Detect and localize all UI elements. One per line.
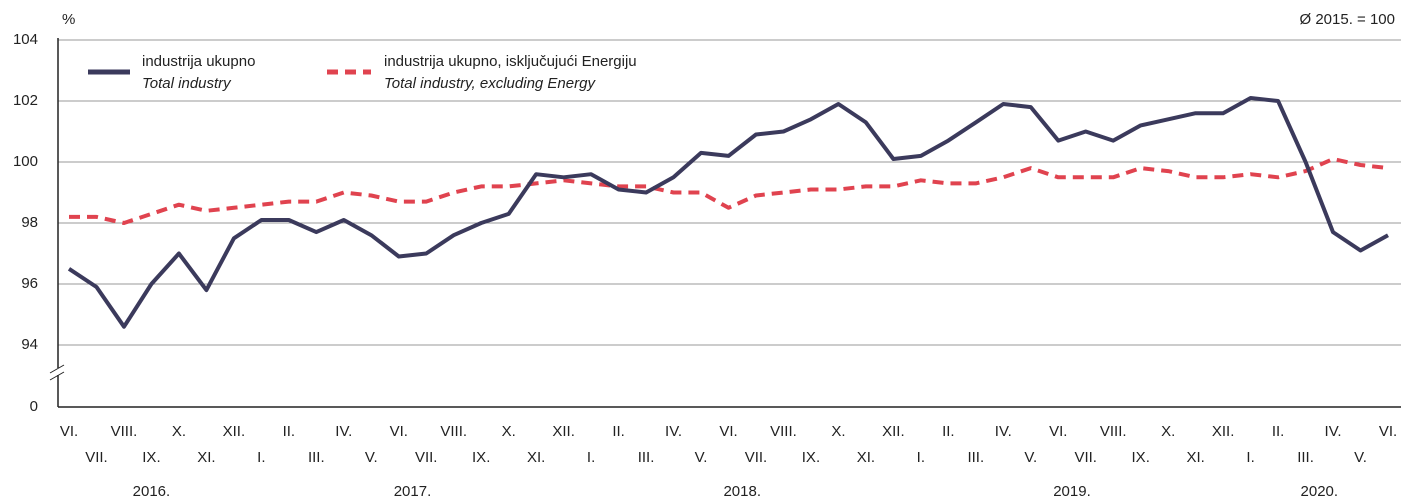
x-tick-label: II.: [942, 423, 955, 440]
x-tick-label: I.: [257, 449, 265, 466]
x-tick-label: IX.: [472, 449, 490, 466]
x-tick-label: X.: [502, 423, 516, 440]
legend: industrija ukupno Total industry industr…: [88, 53, 637, 92]
x-tick-label: II.: [612, 423, 625, 440]
x-tick-label: VII.: [415, 449, 438, 466]
x-tick-label: III.: [308, 449, 325, 466]
plot: 0949698100102104VI.VII.VIII.IX.X.XI.XII.…: [13, 31, 1401, 499]
x-tick-label: VI.: [390, 423, 408, 440]
series-line: [69, 157, 1389, 225]
x-tick-label: V.: [1354, 449, 1367, 466]
x-tick-label: VIII.: [770, 423, 797, 440]
x-tick-label: XI.: [197, 449, 215, 466]
y-unit: %: [62, 11, 75, 28]
legend-label-en: Total industry: [142, 75, 232, 92]
series-line: [67, 96, 1389, 329]
axis-break: [49, 371, 65, 381]
x-tick-label: X.: [172, 423, 186, 440]
x-tick-label: V.: [365, 449, 378, 466]
axis-break-gap: [50, 368, 66, 375]
legend-label-en: Total industry, excluding Energy: [384, 75, 596, 92]
y-tick-label: 102: [13, 92, 38, 109]
year-label: 2018.: [723, 483, 761, 499]
x-tick-label: IX.: [1132, 449, 1150, 466]
x-tick-label: VIII.: [111, 423, 138, 440]
x-tick-label: IV.: [665, 423, 682, 440]
x-tick-label: IV.: [995, 423, 1012, 440]
x-tick-label: VI.: [1379, 423, 1397, 440]
x-tick-label: VI.: [1049, 423, 1067, 440]
year-label: 2017.: [394, 483, 432, 499]
x-tick-label: III.: [967, 449, 984, 466]
x-tick-label: X.: [1161, 423, 1175, 440]
x-tick-label: VII.: [745, 449, 768, 466]
base-note: Ø 2015. = 100: [1300, 11, 1396, 28]
x-tick-label: XI.: [527, 449, 545, 466]
x-tick-label: IX.: [802, 449, 820, 466]
axis-break: [49, 364, 65, 374]
x-tick-label: II.: [1272, 423, 1285, 440]
x-tick-label: XII.: [223, 423, 246, 440]
y-tick-label: 0: [30, 398, 38, 415]
x-tick-label: VIII.: [440, 423, 467, 440]
x-tick-label: VII.: [85, 449, 108, 466]
x-tick-label: X.: [831, 423, 845, 440]
x-tick-label: VIII.: [1100, 423, 1127, 440]
x-tick-label: V.: [1024, 449, 1037, 466]
x-tick-label: I.: [1246, 449, 1254, 466]
year-label: 2016.: [133, 483, 171, 499]
legend-label: industrija ukupno, isključujući Energiju: [384, 53, 637, 70]
y-tick-label: 94: [21, 336, 38, 353]
x-tick-label: I.: [917, 449, 925, 466]
x-tick-label: I.: [587, 449, 595, 466]
y-tick-label: 98: [21, 214, 38, 231]
x-tick-label: IX.: [142, 449, 160, 466]
x-tick-label: IV.: [335, 423, 352, 440]
x-tick-label: II.: [283, 423, 296, 440]
x-tick-label: VI.: [719, 423, 737, 440]
legend-label: industrija ukupno: [142, 53, 255, 70]
y-tick-label: 96: [21, 275, 38, 292]
x-tick-label: IV.: [1325, 423, 1342, 440]
x-tick-label: XII.: [882, 423, 905, 440]
x-tick-label: III.: [638, 449, 655, 466]
x-tick-label: XII.: [1212, 423, 1235, 440]
year-label: 2020.: [1301, 483, 1339, 499]
x-tick-label: III.: [1297, 449, 1314, 466]
x-tick-label: V.: [695, 449, 708, 466]
x-tick-label: XI.: [857, 449, 875, 466]
year-label: 2019.: [1053, 483, 1091, 499]
x-tick-label: VI.: [60, 423, 78, 440]
y-tick-label: 104: [13, 31, 38, 48]
x-tick-label: XI.: [1186, 449, 1204, 466]
x-tick-label: XII.: [552, 423, 575, 440]
x-tick-label: VII.: [1074, 449, 1097, 466]
y-tick-label: 100: [13, 153, 38, 170]
